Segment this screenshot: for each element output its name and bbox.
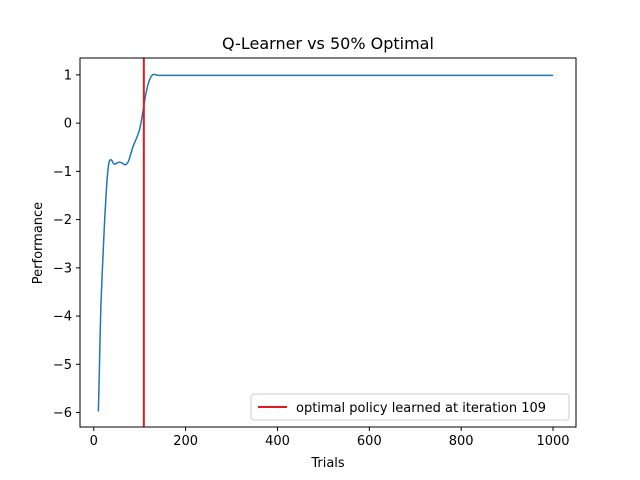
plot-frame	[79, 57, 577, 428]
chart-title: Q-Learner vs 50% Optimal	[222, 34, 434, 53]
y-tick-label: −5	[53, 358, 72, 373]
plot-area	[97, 58, 554, 427]
x-tick-label: 200	[173, 434, 198, 449]
series-line	[97, 73, 554, 412]
x-tick-label: 0	[90, 434, 98, 449]
x-tick-label: 600	[357, 434, 382, 449]
y-tick-label: 0	[64, 117, 72, 132]
x-tick-label: 1000	[536, 434, 569, 449]
legend-label: optimal policy learned at iteration 109	[296, 401, 546, 416]
y-tick-label: 1	[64, 68, 72, 83]
y-tick-label: −3	[53, 261, 72, 276]
x-axis-ticks: 0 200 400 600 800 1000	[90, 427, 570, 449]
legend-box	[250, 393, 570, 421]
y-tick-label: −2	[53, 213, 72, 228]
y-tick-label: −6	[53, 406, 72, 421]
x-axis-label: Trials	[310, 456, 345, 471]
y-tick-label: −4	[53, 310, 72, 325]
x-tick-label: 800	[449, 434, 474, 449]
legend: optimal policy learned at iteration 109	[250, 393, 570, 421]
y-axis-label: Performance	[31, 202, 46, 284]
y-tick-label: −1	[53, 165, 72, 180]
y-axis-ticks: 1 0 −1 −2 −3 −4 −5 −6	[53, 68, 80, 421]
x-tick-label: 400	[265, 434, 290, 449]
